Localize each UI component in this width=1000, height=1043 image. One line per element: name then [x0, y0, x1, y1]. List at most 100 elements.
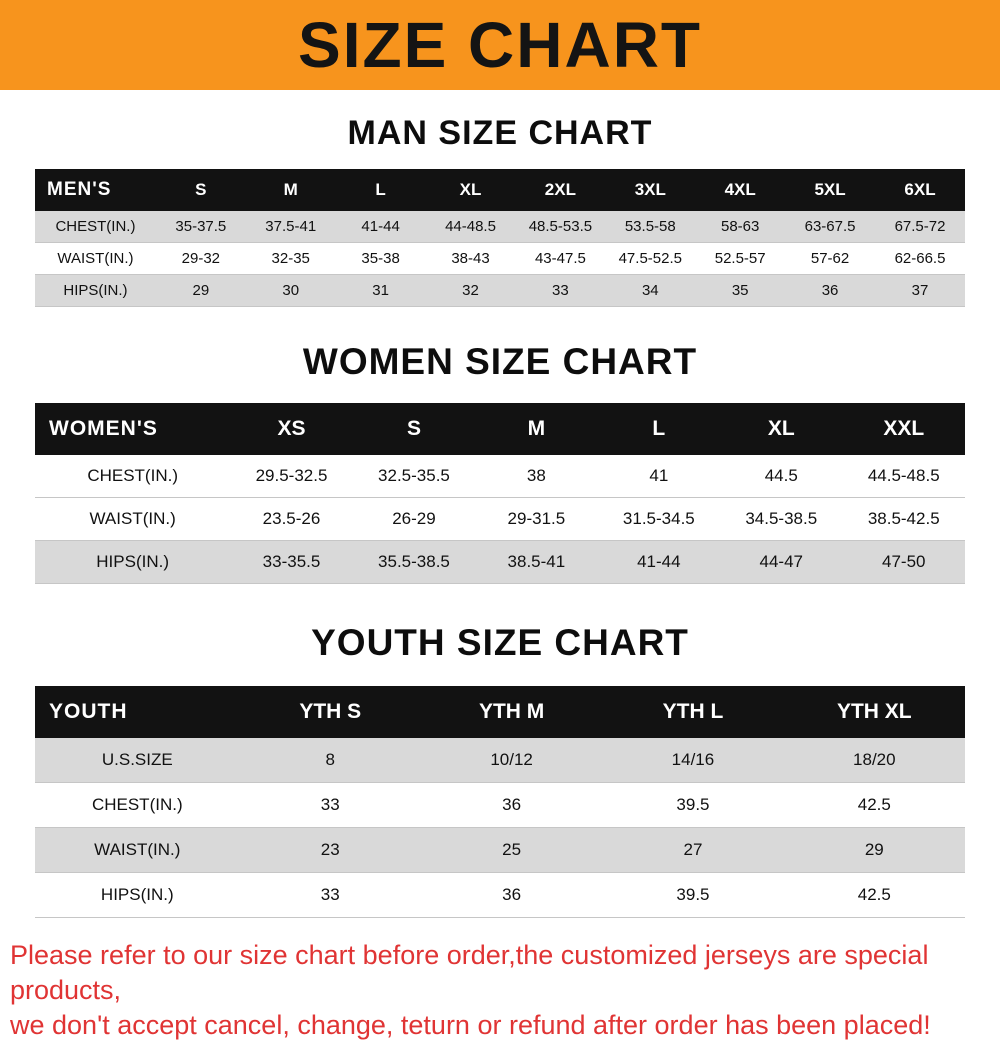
table-header-row: MEN'S S M L XL 2XL 3XL 4XL 5XL 6XL [35, 169, 965, 211]
size-value-cell: 47.5-52.5 [618, 250, 682, 267]
size-value-cell: 41-44 [361, 218, 400, 235]
row-label-cell: WAIST(IN.) [94, 840, 181, 859]
table-row: U.S.SIZE 8 10/12 14/16 18/20 [35, 738, 965, 783]
size-value-cell: 30 [282, 282, 300, 299]
size-value-cell: 10/12 [490, 750, 533, 769]
size-value-cell: 23.5-26 [262, 509, 321, 528]
size-column-header: M [475, 403, 598, 455]
size-value-cell: 18/20 [853, 750, 896, 769]
page-title: SIZE CHART [298, 9, 702, 81]
size-value-cell: 67.5-72 [894, 218, 946, 235]
size-value-cell: 29 [192, 282, 210, 299]
size-value-cell: 36 [502, 885, 522, 904]
size-column-header: 3XL [605, 169, 696, 211]
row-label-cell: HIPS(IN.) [100, 885, 174, 904]
table-title-cell: WOMEN'S [35, 403, 231, 455]
size-value-cell: 14/16 [671, 750, 715, 769]
table-row: CHEST(IN.) 35-37.5 37.5-41 41-44 44-48.5 48.5… [35, 211, 965, 243]
size-value-cell: 41-44 [637, 552, 681, 571]
disclaimer-line-1: Please refer to our size chart before or… [10, 940, 929, 1006]
row-label-cell: HIPS(IN.) [96, 552, 170, 571]
size-value-cell: 27 [683, 840, 703, 859]
youth-size-heading: YOUTH SIZE CHART [311, 622, 689, 663]
size-value-cell: 35-37.5 [175, 218, 227, 235]
women-size-heading: WOMEN SIZE CHART [302, 341, 698, 382]
table-title-cell: MEN'S [35, 169, 156, 211]
size-value-cell: 38 [526, 466, 546, 485]
size-column-header: S [155, 169, 246, 211]
size-value-cell: 8 [325, 750, 335, 769]
size-value-cell: 39.5 [676, 885, 710, 904]
size-value-cell: 48.5-53.5 [528, 218, 593, 235]
size-value-cell: 63-67.5 [804, 218, 856, 235]
size-column-header: S [352, 403, 476, 455]
table-row: WAIST(IN.) 23.5-26 26-29 29-31.5 31.5-34.5 34… [35, 497, 965, 541]
size-column-header: YTH L [602, 686, 784, 738]
size-value-cell: 37.5-41 [265, 218, 317, 235]
youth-size-section: YOUTH SIZE CHART YOUTH YTH S YTH M YTH L YTH… [0, 622, 1000, 918]
size-value-cell: 44-47 [759, 552, 803, 571]
disclaimer-line-2: we don't accept cancel, change, teturn o… [10, 1010, 931, 1041]
banner: SIZE CHART [0, 0, 1000, 90]
table-row: CHEST(IN.) 33 36 39.5 42.5 [35, 782, 965, 828]
table-row: WAIST(IN.) 23 25 27 29 [35, 827, 965, 873]
size-value-cell: 38-43 [451, 250, 490, 267]
size-value-cell: 26-29 [392, 509, 436, 528]
size-column-header: YTH S [239, 686, 421, 738]
table-title-cell: YOUTH [35, 686, 240, 738]
man-size-heading: MAN SIZE CHART [347, 114, 653, 152]
table-row: HIPS(IN.) 33-35.5 35.5-38.5 38.5-41 41-44 44-… [35, 540, 965, 584]
size-column-header: 5XL [785, 169, 876, 211]
size-value-cell: 33 [320, 795, 340, 814]
size-value-cell: 29-32 [181, 250, 221, 267]
man-size-section: MAN SIZE CHART MEN'S S M L XL 2XL 3XL 4XL 5XL 6XL… [0, 114, 1000, 307]
size-value-cell: 36 [502, 795, 522, 814]
row-label-cell: CHEST(IN.) [55, 218, 136, 235]
size-value-cell: 32-35 [271, 250, 310, 267]
size-value-cell: 44.5-48.5 [867, 466, 940, 485]
size-column-header: YTH XL [783, 686, 965, 738]
size-value-cell: 32.5-35.5 [378, 466, 450, 485]
size-value-cell: 35 [731, 282, 749, 299]
size-value-cell: 58-63 [720, 218, 760, 235]
row-label-cell: CHEST(IN.) [91, 795, 183, 814]
size-value-cell: 34 [641, 282, 659, 299]
row-label-cell: WAIST(IN.) [57, 250, 134, 267]
size-value-cell: 33 [552, 282, 569, 299]
man-size-table: MEN'S S M L XL 2XL 3XL 4XL 5XL 6XL CHEST(IN.) 35-37… [35, 169, 965, 307]
size-column-header: 6XL [875, 169, 965, 211]
size-value-cell: 57-62 [810, 250, 850, 267]
table-row: HIPS(IN.) 29 30 31 32 33 34 35 36 37 [35, 274, 965, 307]
size-column-header: 2XL [515, 169, 606, 211]
size-value-cell: 52.5-57 [714, 250, 766, 267]
size-value-cell: 29-31.5 [507, 509, 566, 528]
size-value-cell: 43-47.5 [534, 250, 586, 267]
youth-size-table: YOUTH YTH S YTH M YTH L YTH XL U.S.SIZE 8 10/12… [35, 686, 965, 918]
size-column-header: L [597, 403, 721, 455]
size-value-cell: 36 [821, 282, 839, 299]
size-value-cell: 44-48.5 [445, 218, 496, 235]
size-value-cell: 34.5-38.5 [745, 509, 818, 528]
women-size-section: WOMEN SIZE CHART WOMEN'S XS S M L XL XXL CHEST(… [0, 341, 1000, 584]
size-value-cell: 23 [320, 840, 340, 859]
size-value-cell: 33-35.5 [262, 552, 321, 571]
size-value-cell: 32 [462, 282, 479, 299]
size-value-cell: 44.5 [764, 466, 798, 485]
size-value-cell: 42.5 [857, 885, 891, 904]
size-value-cell: 29 [864, 840, 884, 859]
size-column-header: 4XL [695, 169, 786, 211]
size-value-cell: 42.5 [857, 795, 891, 814]
size-value-cell: 47-50 [882, 552, 926, 571]
size-value-cell: 53.5-58 [624, 218, 676, 235]
size-value-cell: 38.5-41 [507, 552, 566, 571]
disclaimer-note: Please refer to our size chart before or… [0, 938, 1000, 1043]
row-label-cell: CHEST(IN.) [87, 466, 178, 485]
size-value-cell: 62-66.5 [894, 250, 946, 267]
row-label-cell: U.S.SIZE [101, 750, 173, 769]
size-value-cell: 35.5-38.5 [378, 552, 450, 571]
size-column-header: XXL [842, 403, 965, 455]
size-value-cell: 39.5 [676, 795, 710, 814]
row-label-cell: HIPS(IN.) [63, 282, 128, 299]
size-value-cell: 29.5-32.5 [255, 466, 328, 485]
